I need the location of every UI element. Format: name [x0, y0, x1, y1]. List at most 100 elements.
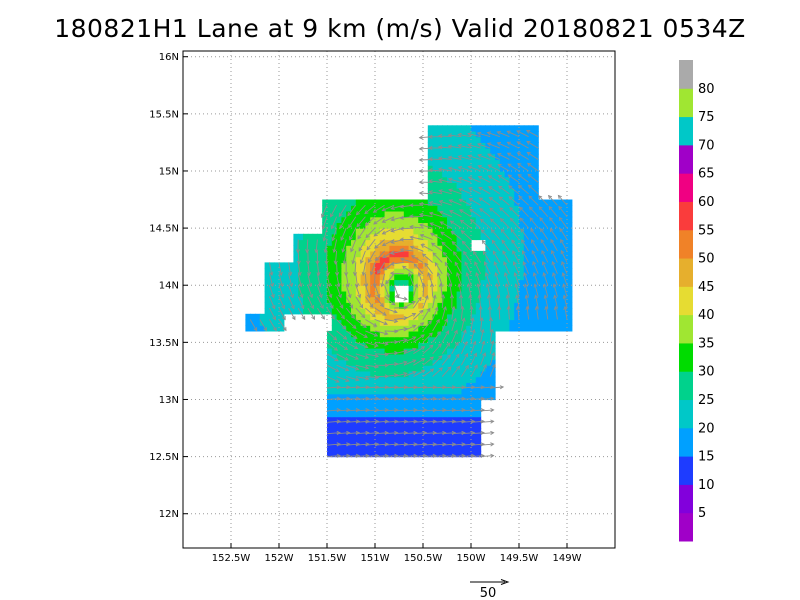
field-cell	[519, 273, 525, 281]
field-cell	[317, 273, 323, 281]
wind-vector-head	[342, 325, 347, 330]
wind-vector	[461, 455, 475, 458]
field-cell	[466, 319, 472, 326]
wind-vector-head	[428, 190, 433, 195]
wind-vector-head	[489, 218, 495, 223]
wind-vector-head	[446, 354, 451, 359]
wind-vector-head	[390, 250, 395, 256]
field-cell	[346, 388, 352, 395]
wind-vector	[470, 353, 477, 366]
field-cell	[432, 159, 438, 166]
wind-vector	[278, 296, 285, 309]
field-cell	[408, 365, 414, 372]
field-cell	[447, 308, 453, 315]
colorbar-bin	[679, 229, 693, 259]
wind-vector-head	[380, 282, 385, 288]
wind-vector	[365, 397, 379, 400]
field-cell	[451, 325, 458, 332]
field-cell	[528, 313, 534, 321]
field-cell	[418, 359, 424, 366]
field-cell	[303, 279, 309, 286]
field-cell	[403, 256, 410, 263]
field-cell	[413, 290, 419, 298]
wind-vector	[326, 432, 341, 435]
field-cell	[355, 416, 362, 423]
field-cell	[523, 273, 530, 281]
field-cell	[360, 319, 366, 326]
field-cell	[375, 211, 381, 218]
field-cell	[427, 348, 434, 355]
field-cell	[336, 313, 342, 321]
field-cell	[370, 199, 376, 206]
wind-vector-head	[315, 260, 320, 265]
field-cell	[351, 296, 357, 303]
wind-vector-head	[403, 338, 408, 343]
wind-vector-head	[385, 280, 390, 285]
field-cell	[504, 142, 510, 149]
field-cell	[408, 302, 414, 309]
wind-vector-head	[524, 294, 529, 299]
wind-vector	[564, 306, 568, 320]
field-cell	[423, 450, 429, 458]
field-cell	[475, 211, 482, 218]
wind-vector	[461, 420, 475, 423]
wind-vector-head	[487, 164, 492, 169]
wind-vector	[413, 358, 425, 366]
field-cell	[283, 279, 290, 286]
field-cell	[461, 359, 467, 366]
wind-vector-head	[409, 214, 414, 219]
wind-vector	[561, 261, 568, 274]
field-cell	[456, 199, 462, 206]
field-cell	[461, 405, 467, 412]
field-cell	[466, 393, 472, 401]
field-cell	[437, 290, 443, 298]
field-cell	[456, 211, 462, 218]
field-cell	[379, 239, 386, 246]
field-cell	[514, 228, 520, 235]
field-cell	[495, 136, 501, 143]
field-cell	[403, 239, 410, 246]
field-cell	[379, 285, 386, 292]
field-cell	[533, 325, 539, 332]
field-cell	[331, 199, 338, 206]
field-cell	[346, 268, 352, 275]
field-cell	[509, 171, 515, 178]
wind-vector	[365, 376, 379, 379]
wind-vector	[451, 342, 459, 355]
field-cell	[288, 268, 294, 275]
field-cell	[528, 131, 534, 138]
wind-vector-head	[409, 235, 414, 240]
wind-vector	[355, 397, 369, 400]
wind-vector-head	[365, 234, 370, 239]
field-cell	[509, 188, 515, 195]
field-cell	[331, 325, 338, 332]
field-cell	[461, 142, 467, 149]
field-cell	[437, 182, 443, 189]
wind-vector-head	[449, 210, 454, 214]
wind-vector	[355, 376, 369, 380]
field-cell	[466, 439, 472, 446]
field-cell	[490, 348, 496, 355]
field-cell	[403, 388, 410, 395]
field-cell	[471, 199, 477, 206]
wind-vector-head	[474, 261, 478, 266]
field-cell	[461, 433, 467, 440]
field-cell	[480, 330, 486, 338]
field-cell	[351, 239, 357, 246]
field-cell	[533, 216, 539, 223]
field-cell	[519, 245, 525, 252]
wind-vector	[365, 341, 379, 347]
wind-vector	[269, 319, 277, 331]
wind-vector-head	[509, 217, 514, 222]
wind-vector	[432, 397, 446, 400]
wind-vector	[355, 386, 369, 389]
field-cell	[384, 376, 390, 383]
field-cell	[557, 268, 563, 275]
field-cell	[437, 131, 443, 138]
field-cell	[466, 279, 472, 286]
wind-vector	[400, 258, 414, 263]
field-cell	[442, 365, 448, 372]
field-cell	[403, 245, 410, 252]
field-cell	[375, 273, 381, 281]
field-cell	[403, 313, 410, 321]
